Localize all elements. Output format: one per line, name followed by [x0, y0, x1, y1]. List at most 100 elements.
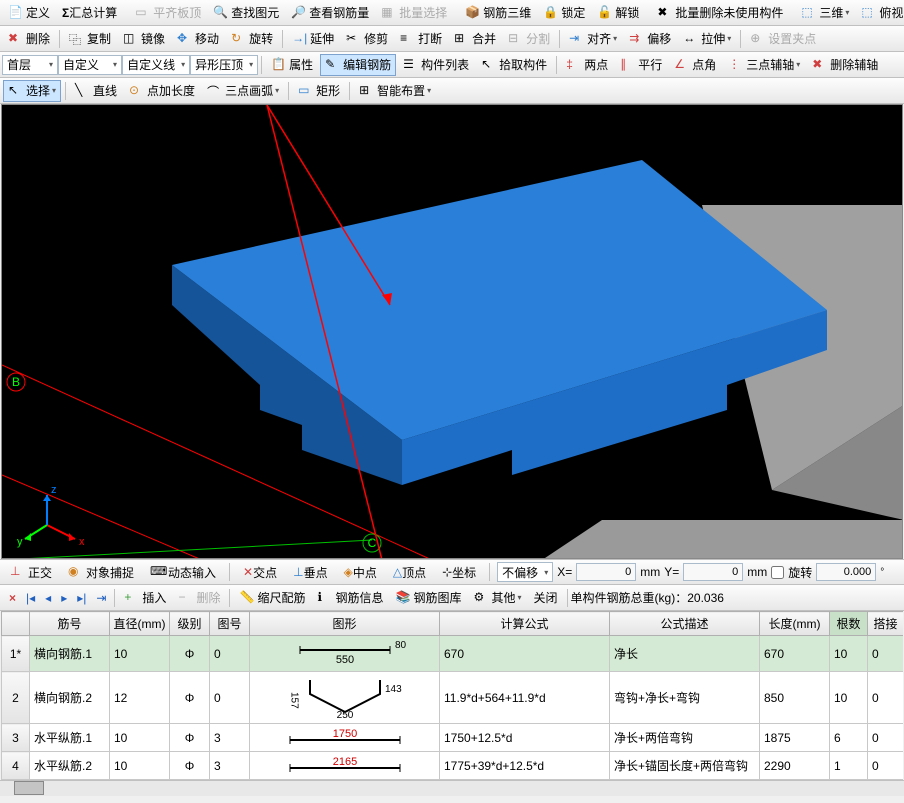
stretch-btn[interactable]: ↔拉伸▾ [678, 28, 736, 50]
cell-dia[interactable]: 10 [110, 636, 170, 672]
define-btn[interactable]: 📄定义 [3, 2, 55, 24]
cell-formula[interactable]: 1750+12.5*d [440, 724, 610, 752]
rebar-info-btn[interactable]: ℹ钢筋信息 [312, 587, 388, 609]
scale-rebar-btn[interactable]: 📏缩尺配筋 [234, 587, 310, 609]
cell-lap[interactable]: 0 [868, 636, 904, 672]
th-name[interactable]: 筋号 [30, 612, 110, 636]
cell-desc[interactable]: 弯钩+净长+弯钩 [610, 672, 760, 724]
th-dia[interactable]: 直径(mm) [110, 612, 170, 636]
del-aux-btn[interactable]: ✖删除辅轴 [807, 54, 883, 76]
mirror-btn[interactable]: ◫镜像 [118, 28, 170, 50]
th-formula[interactable]: 计算公式 [440, 612, 610, 636]
rect-btn[interactable]: ▭矩形 [293, 80, 345, 102]
objsnap-btn[interactable]: ◉对象捕捉 [63, 561, 139, 583]
offset-btn[interactable]: ⇉偏移 [624, 28, 676, 50]
cell-name[interactable]: 横向钢筋.1 [30, 636, 110, 672]
extend-btn[interactable]: →|延伸 [287, 28, 339, 50]
point-len-btn[interactable]: ⊙点加长度 [124, 80, 200, 102]
find-elem-btn[interactable]: 🔍查找图元 [208, 2, 284, 24]
point-angle-btn[interactable]: ∠点角 [669, 54, 721, 76]
th-fig[interactable]: 图号 [210, 612, 250, 636]
th-grade[interactable]: 级别 [170, 612, 210, 636]
cell-formula[interactable]: 670 [440, 636, 610, 672]
row-num[interactable]: 3 [2, 724, 30, 752]
cell-dia[interactable]: 10 [110, 752, 170, 780]
copy-btn[interactable]: ⿻复制 [64, 28, 116, 50]
offset-mode-combo[interactable]: 不偏移▾ [497, 562, 553, 582]
th-qty[interactable]: 根数 [830, 612, 868, 636]
cell-desc[interactable]: 净长 [610, 636, 760, 672]
select-btn[interactable]: ↖选择▾ [3, 80, 61, 102]
deform-combo[interactable]: 异形压顶▾ [190, 55, 258, 75]
inter-btn[interactable]: ✕ 交点 [238, 561, 282, 583]
cell-fig[interactable]: 0 [210, 672, 250, 724]
cell-lap[interactable]: 0 [868, 672, 904, 724]
insert-row-btn[interactable]: +插入 [119, 587, 171, 609]
apex-btn[interactable]: △ 顶点 [388, 561, 431, 583]
cell-desc[interactable]: 净长+锚固长度+两倍弯钩 [610, 752, 760, 780]
lock-btn[interactable]: 🔒锁定 [538, 2, 590, 24]
nav-goto[interactable]: ⇥ [91, 589, 111, 607]
row-num[interactable]: 4 [2, 752, 30, 780]
th-lap[interactable]: 搭接 [868, 612, 904, 636]
th-shape[interactable]: 图形 [250, 612, 440, 636]
cell-len[interactable]: 1875 [760, 724, 830, 752]
floor-combo[interactable]: 首层▾ [2, 55, 58, 75]
custom-combo[interactable]: 自定义▾ [58, 55, 122, 75]
cell-qty[interactable]: 10 [830, 672, 868, 724]
cell-formula[interactable]: 11.9*d+564+11.9*d [440, 672, 610, 724]
batch-del-btn[interactable]: ✖批量删除未使用构件 [652, 2, 788, 24]
top-view-btn[interactable]: ⬚俯视 [856, 2, 904, 24]
cell-len[interactable]: 2290 [760, 752, 830, 780]
th-blank[interactable] [2, 612, 30, 636]
elem-list-btn[interactable]: ☰构件列表 [398, 54, 474, 76]
cell-name[interactable]: 横向钢筋.2 [30, 672, 110, 724]
rebar-3d-btn[interactable]: 📦钢筋三维 [460, 2, 536, 24]
cell-formula[interactable]: 1775+39*d+12.5*d [440, 752, 610, 780]
table-row[interactable]: 2 横向钢筋.2 12 Φ 0 250143157 11.9*d+564+11.… [2, 672, 904, 724]
perp-btn[interactable]: ⊥ 垂点 [288, 561, 332, 583]
cell-fig[interactable]: 0 [210, 636, 250, 672]
rot-check[interactable] [771, 566, 784, 579]
cell-qty[interactable]: 6 [830, 724, 868, 752]
row-num[interactable]: 2 [2, 672, 30, 724]
rebar-table[interactable]: 筋号 直径(mm) 级别 图号 图形 计算公式 公式描述 长度(mm) 根数 搭… [1, 611, 903, 780]
edit-rebar-btn[interactable]: ✎编辑钢筋 [320, 54, 396, 76]
cell-len[interactable]: 670 [760, 636, 830, 672]
two-point-btn[interactable]: ‡两点 [561, 54, 613, 76]
three-aux-btn[interactable]: ⋮三点辅轴▾ [723, 54, 805, 76]
rot-input[interactable] [816, 563, 876, 581]
view-3d-btn[interactable]: ⬚三维▾ [796, 2, 854, 24]
props-btn[interactable]: 📋属性 [266, 54, 318, 76]
cell-len[interactable]: 850 [760, 672, 830, 724]
unlock-btn[interactable]: 🔓解锁 [592, 2, 644, 24]
coord-btn[interactable]: ⊹ 坐标 [437, 561, 481, 583]
cell-grade[interactable]: Φ [170, 724, 210, 752]
close-btn[interactable]: 关闭 [529, 587, 563, 609]
cell-grade[interactable]: Φ [170, 672, 210, 724]
close-panel-btn[interactable]: × [4, 589, 21, 607]
nav-first[interactable]: |◂ [21, 589, 40, 607]
cell-shape[interactable]: 55080 [250, 636, 440, 672]
h-scrollbar[interactable] [0, 780, 904, 796]
ortho-btn[interactable]: ⊥正交 [5, 561, 57, 583]
trim-btn[interactable]: ✂修剪 [341, 28, 393, 50]
row-num[interactable]: 1* [2, 636, 30, 672]
align-btn[interactable]: ⇥对齐▾ [564, 28, 622, 50]
cell-desc[interactable]: 净长+两倍弯钩 [610, 724, 760, 752]
rebar-lib-btn[interactable]: 📚钢筋图库 [390, 587, 466, 609]
merge-btn[interactable]: ⊞合并 [449, 28, 501, 50]
parallel-btn[interactable]: ∥平行 [615, 54, 667, 76]
sum-calc-btn[interactable]: Σ 汇总计算 [57, 2, 122, 24]
cell-grade[interactable]: Φ [170, 752, 210, 780]
check-rebar-btn[interactable]: 🔎查看钢筋量 [286, 2, 374, 24]
cell-shape[interactable]: 2165 [250, 752, 440, 780]
smart-layout-btn[interactable]: ⊞智能布置▾ [354, 80, 436, 102]
cell-dia[interactable]: 12 [110, 672, 170, 724]
cell-shape[interactable]: 1750 [250, 724, 440, 752]
cell-qty[interactable]: 1 [830, 752, 868, 780]
cell-qty[interactable]: 10 [830, 636, 868, 672]
x-input[interactable] [576, 563, 636, 581]
break-btn[interactable]: ≡打断 [395, 28, 447, 50]
nav-next[interactable]: ▸ [56, 589, 72, 607]
